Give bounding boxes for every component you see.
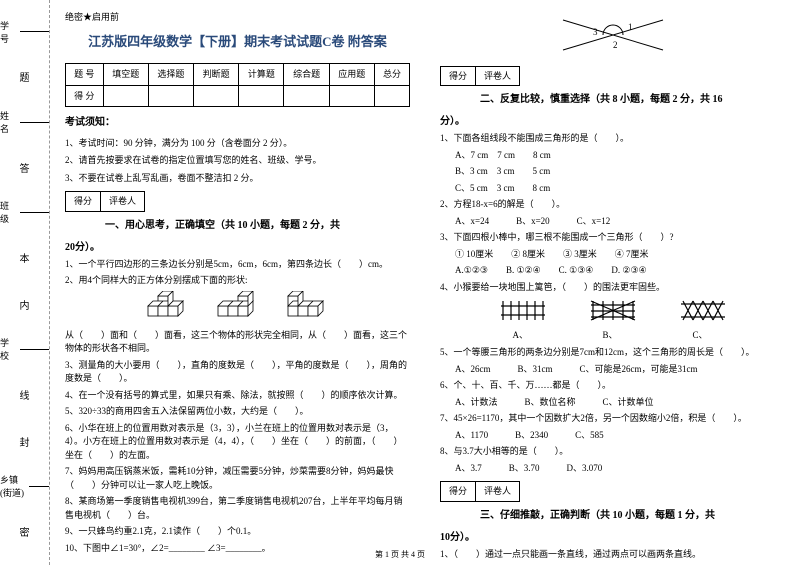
secret-label: 绝密★启用前	[65, 10, 410, 24]
section-score-box: 得分 评卷人	[440, 66, 785, 86]
choice-8-opts: A、3.7 B、3.70 D、3.070	[440, 462, 785, 476]
choice-2-opts: A、x=24 B、x=20 C、x=12	[440, 215, 785, 229]
spine-char: 密	[20, 524, 30, 539]
question-5: 5、320÷33的商用四舍五入法保留两位小数，大约是（ ）。	[65, 405, 410, 419]
fence-options: A、 B、 C、	[440, 298, 785, 342]
choice-1b: B、3 cm 3 cm 5 cm	[440, 165, 785, 179]
page-footer: 第 1 页 共 4 页	[0, 549, 800, 560]
spine-student-id: 学号	[0, 19, 49, 45]
angle-diagram: 1 2 3	[553, 10, 673, 60]
notice-item: 3、不要在试卷上乱写乱画，卷面不整洁扣 2 分。	[65, 171, 410, 185]
svg-text:3: 3	[593, 27, 598, 37]
choice-5: 5、一个等腰三角形的两条边分别是7cm和12cm，这个三角形的周长是（ ）。	[440, 346, 785, 360]
spine-char: 题	[20, 69, 30, 84]
cube-figures	[65, 291, 410, 326]
notice-title: 考试须知：	[65, 115, 410, 131]
choice-3a: ① 10厘米 ② 8厘米 ③ 3厘米 ④ 7厘米	[440, 248, 785, 262]
question-2: 2、用4个同样大的正方体分别摆成下面的形状:	[65, 274, 410, 288]
section1-title: 一、用心思考，正确填空（共 10 小题，每题 2 分，共	[65, 218, 410, 234]
question-3: 3、测量角的大小要用（ ），直角的度数是（ ），平角的度数是（ ），周角的度数是…	[65, 359, 410, 386]
section-score-box: 得分 评卷人	[440, 481, 785, 501]
score-table: 题 号填空题选择题判断题计算题综合题应用题总分 得 分	[65, 63, 410, 107]
choice-8: 8、与3.7大小相等的是（ ）。	[440, 445, 785, 459]
notice-item: 1、考试时间：90 分钟，满分为 100 分（含卷面分 2 分）。	[65, 136, 410, 150]
binding-spine: 学号 题 姓名 答 班级 本 内 学校 线 封 乡镇(街道) 密	[0, 0, 50, 565]
question-1: 1、一个平行四边形的三条边长分别是5cm，6cm，6cm，第四条边长（ ）cm。	[65, 258, 410, 272]
question-7: 7、妈妈用高压锅蒸米饭，需耗10分钟，减压需要5分钟，炒菜需要8分钟，妈妈最快（…	[65, 465, 410, 492]
spine-school: 学校	[0, 336, 49, 362]
spine-town: 乡镇(街道)	[0, 473, 49, 499]
question-8: 8、某商场第一季度销售电视机399台，第二季度销售电视机207台，上半年平均每月…	[65, 495, 410, 522]
spine-char: 本	[20, 250, 30, 265]
spine-char: 内	[20, 297, 30, 312]
question-6: 6、小华在班上的位置用数对表示是（3，3），小兰在班上的位置用数对表示是（3，4…	[65, 422, 410, 463]
choice-6-opts: A、计数法 B、数位名称 C、计数单位	[440, 396, 785, 410]
choice-5-opts: A、26cm B、31cm C、可能是26cm，可能是31cm	[440, 363, 785, 377]
choice-1a: A、7 cm 7 cm 8 cm	[440, 149, 785, 163]
spine-name: 姓名	[0, 109, 49, 135]
svg-text:1: 1	[628, 22, 633, 32]
exam-title: 江苏版四年级数学【下册】期末考试试题C卷 附答案	[65, 32, 410, 53]
choice-3b: A.①②③ B. ①②④ C. ①③④ D. ②③④	[440, 264, 785, 278]
spine-char: 封	[20, 434, 30, 449]
right-column: 1 2 3 得分 评卷人 二、反复比较，慎重选择（共 8 小题，每题 2 分，共…	[425, 0, 800, 565]
choice-4: 4、小猴要给一块地围上篱笆，（ ）的围法更牢固些。	[440, 281, 785, 295]
section2-title: 二、反复比较，慎重选择（共 8 小题，每题 2 分，共 16	[440, 92, 785, 108]
section2-points: 分）。	[440, 114, 785, 129]
section3-points: 10分）。	[440, 530, 785, 545]
choice-2: 2、方程18-x=6的解是（ ）。	[440, 198, 785, 212]
choice-7: 7、45×26=1170，其中一个因数扩大2倍，另一个因数缩小2倍，积是（ ）。	[440, 412, 785, 426]
left-column: 绝密★启用前 江苏版四年级数学【下册】期末考试试题C卷 附答案 题 号填空题选择…	[50, 0, 425, 565]
section-score-box: 得分 评卷人	[65, 191, 410, 211]
spine-char: 答	[20, 160, 30, 175]
question-2b: 从（ ）面和（ ）面看，这三个物体的形状完全相同，从（ ）面看，这三个物体的形状…	[65, 329, 410, 356]
choice-1: 1、下面各组线段不能围成三角形的是（ ）。	[440, 132, 785, 146]
question-9: 9、一只蜂鸟约重2.1克，2.1读作（ ）个0.1。	[65, 525, 410, 539]
choice-1c: C、5 cm 3 cm 8 cm	[440, 182, 785, 196]
notice-item: 2、请首先按要求在试卷的指定位置填写您的姓名、班级、学号。	[65, 153, 410, 167]
choice-6: 6、个、十、百、千、万……都是（ ）。	[440, 379, 785, 393]
question-4: 4、在一个没有括号的算式里，如果只有乘、除法，就按照（ ）的顺序依次计算。	[65, 389, 410, 403]
choice-3: 3、下面四根小棒中，哪三根不能围成一个三角形（ ）?	[440, 231, 785, 245]
spine-char: 线	[20, 387, 30, 402]
svg-text:2: 2	[613, 40, 618, 50]
section1-points: 20分）。	[65, 240, 410, 255]
spine-class: 班级	[0, 199, 49, 225]
choice-7-opts: A、1170 B、2340 C、585	[440, 429, 785, 443]
section3-title: 三、仔细推敲，正确判断（共 10 小题，每题 1 分，共	[440, 508, 785, 524]
